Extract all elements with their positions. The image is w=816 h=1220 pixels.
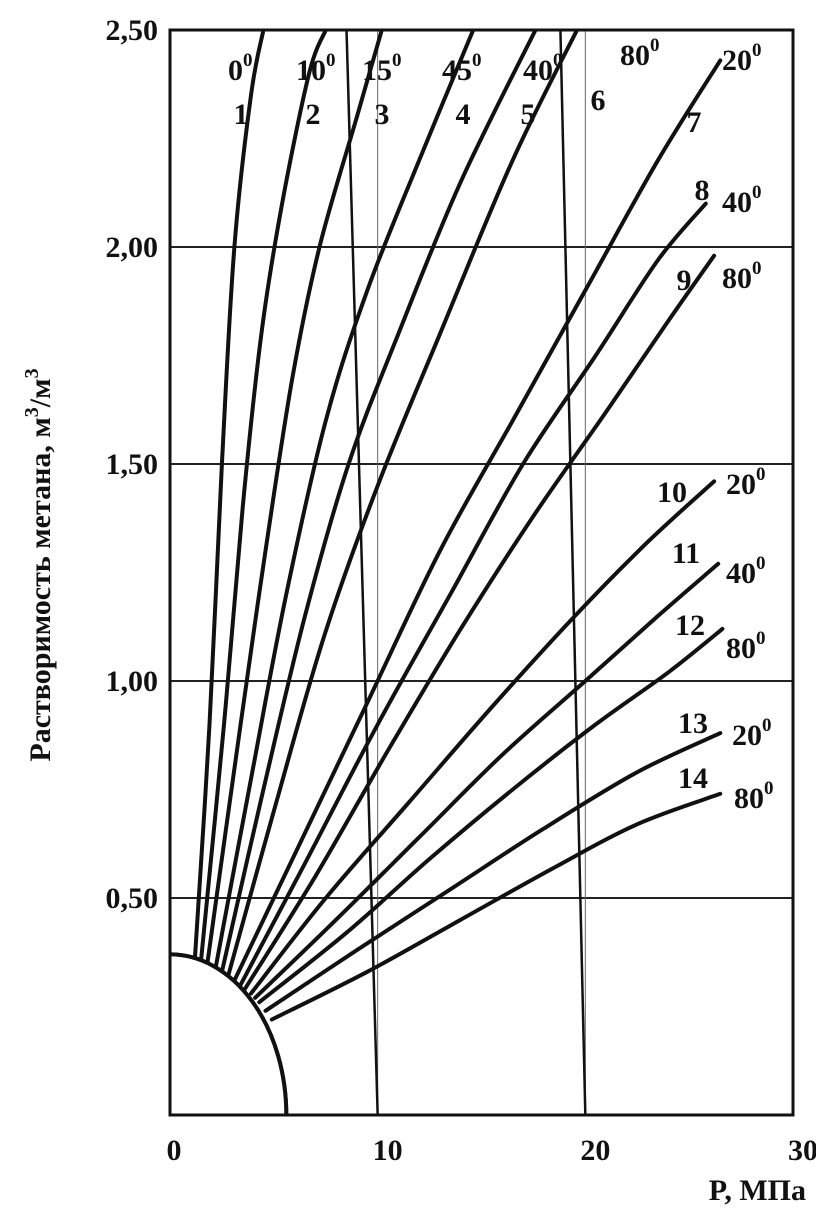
plot-frame: [168, 28, 795, 1117]
curve-temp-label-6: 800: [620, 35, 660, 72]
curve-number-label-5: 5: [521, 98, 536, 131]
series-curve-3: [205, 30, 384, 966]
y-tick-label-3: 2,00: [106, 231, 159, 264]
y-tick-label-4: 2,50: [106, 14, 159, 47]
curve-temp-label-3: 150: [362, 50, 402, 87]
curve-number-label-9: 9: [677, 264, 692, 297]
series-curve-9: [242, 253, 717, 992]
curve-temp-label-12: 800: [726, 628, 766, 665]
curve-temp-label-9: 800: [722, 258, 762, 295]
curve-temp-label-14: 800: [734, 778, 774, 815]
origin-arc-edge: [169, 952, 289, 1116]
reference-line-2: [559, 29, 587, 1116]
curve-number-label-7: 7: [687, 106, 702, 139]
curve-temp-label-4: 450: [442, 50, 482, 87]
plot-border: [168, 28, 795, 1117]
series-curve-4: [213, 30, 476, 970]
reference-line-1: [345, 29, 379, 1116]
series-curve-8: [238, 201, 708, 987]
y-axis-title: Растворимость метана, м3/м3: [21, 368, 57, 761]
curve-temp-label-1: 00: [228, 50, 253, 87]
y-tick-label-0: 0,50: [106, 882, 159, 915]
curve-number-label-4: 4: [456, 98, 471, 131]
y-tick-labels: 0,50 1,00 1,50 2,00 2,50: [106, 14, 159, 915]
series-curve-14: [269, 791, 723, 1022]
curve-number-label-2: 2: [306, 98, 321, 131]
series-curve-11: [253, 561, 721, 1000]
series-curve-7: [232, 58, 723, 983]
curve-temp-label-8: 400: [722, 182, 762, 219]
series-curve-2: [199, 30, 328, 961]
curve-number-label-10: 10: [657, 476, 687, 509]
series-curve-5: [219, 30, 538, 974]
series-curve-12: [257, 626, 725, 1005]
reference-lines: [345, 29, 587, 1116]
curve-number-label-13: 13: [678, 707, 708, 740]
series-curve-1: [192, 30, 266, 961]
origin-arc-fill: [170, 954, 287, 1115]
curve-temp-label-11: 400: [726, 553, 766, 590]
curve-number-label-6: 6: [591, 84, 606, 117]
x-tick-label-0: 0: [167, 1134, 182, 1167]
curve-temp-label-10: 200: [726, 464, 766, 501]
series-curve-13: [263, 731, 723, 1013]
y-tick-label-1: 1,00: [106, 665, 159, 698]
series-curve-6: [226, 30, 579, 979]
curve-number-label-14: 14: [678, 762, 708, 795]
curve-number-label-1: 1: [234, 98, 249, 131]
x-tick-labels: 0 10 20 30: [167, 1134, 816, 1167]
curve-temp-label-13: 200: [732, 715, 772, 752]
x-tick-label-3: 30: [788, 1134, 816, 1167]
x-tick-label-2: 20: [580, 1134, 610, 1167]
curve-number-label-11: 11: [672, 537, 700, 570]
curve-number-label-8: 8: [695, 174, 710, 207]
curve-number-label-12: 12: [675, 609, 705, 642]
x-axis-title: P, МПа: [709, 1174, 806, 1207]
x-tick-label-1: 10: [373, 1134, 403, 1167]
series-curve-10: [249, 479, 717, 996]
curve-number-label-3: 3: [375, 98, 390, 131]
y-tick-label-2: 1,50: [106, 448, 159, 481]
curve-temp-label-5: 400: [523, 50, 563, 87]
curve-temp-label-2: 100: [296, 50, 336, 87]
series-curves: [192, 30, 725, 1022]
curve-temp-label-7: 200: [722, 40, 762, 77]
origin-arc: [169, 952, 289, 1116]
